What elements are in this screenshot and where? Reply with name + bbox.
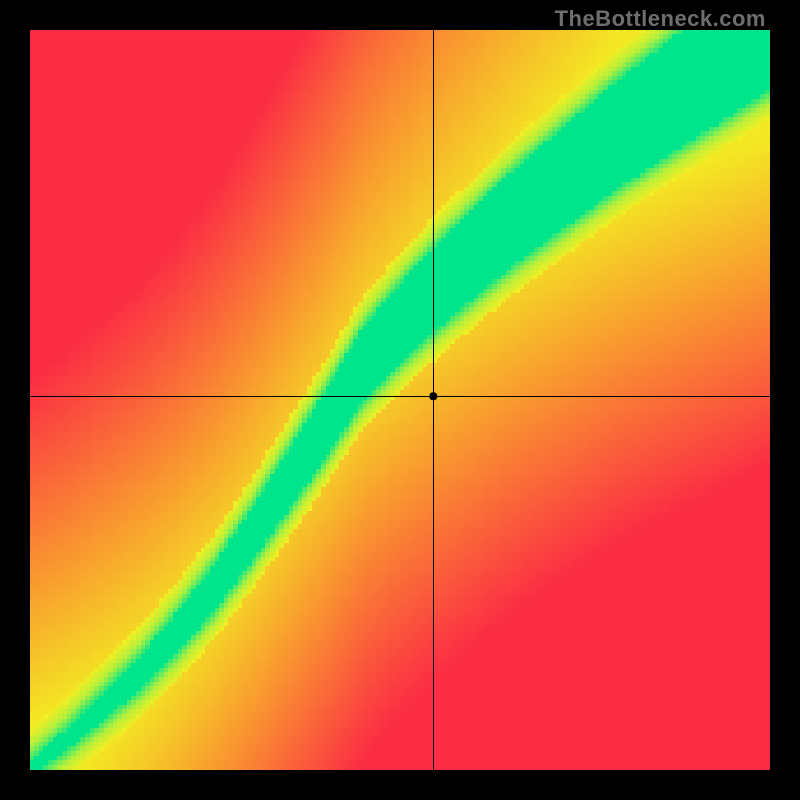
chart-stage: TheBottleneck.com [0, 0, 800, 800]
heatmap-canvas [30, 30, 770, 770]
watermark-label: TheBottleneck.com [555, 6, 766, 32]
